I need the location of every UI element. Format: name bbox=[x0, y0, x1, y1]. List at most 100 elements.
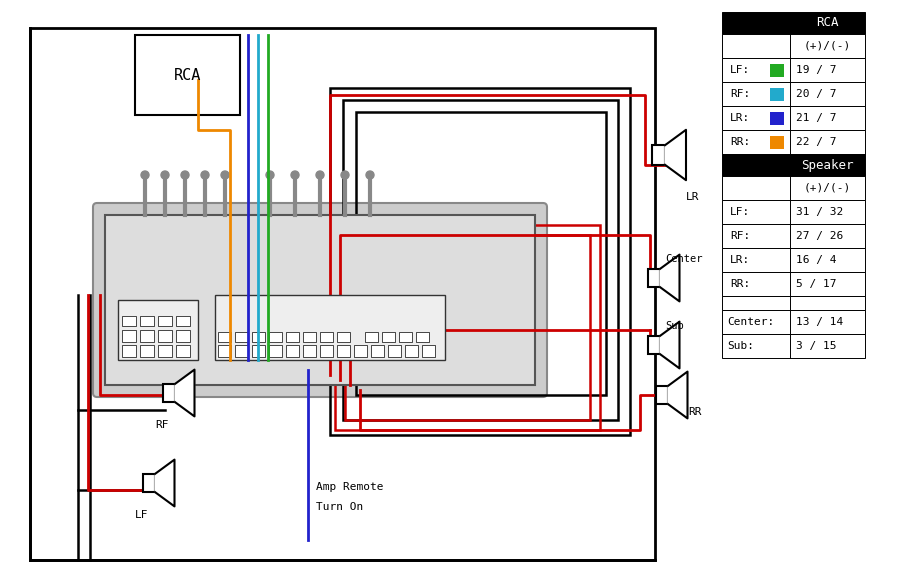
Polygon shape bbox=[660, 322, 680, 369]
Bar bbox=[176, 330, 190, 342]
Text: LF:: LF: bbox=[730, 207, 751, 217]
Bar bbox=[337, 345, 350, 357]
Text: Amp Remote: Amp Remote bbox=[316, 482, 383, 492]
Bar bbox=[382, 332, 395, 342]
Bar bbox=[122, 330, 136, 342]
Circle shape bbox=[201, 171, 209, 179]
Bar bbox=[656, 386, 668, 404]
Bar bbox=[235, 345, 248, 357]
Text: Center: Center bbox=[665, 254, 703, 264]
Bar bbox=[722, 130, 865, 154]
Bar bbox=[337, 332, 350, 342]
Text: LF: LF bbox=[135, 510, 148, 520]
Text: RR:: RR: bbox=[730, 137, 751, 147]
Bar bbox=[388, 345, 401, 357]
Bar bbox=[770, 136, 784, 149]
Text: 31 / 32: 31 / 32 bbox=[796, 207, 843, 217]
Text: (+)/(-): (+)/(-) bbox=[804, 41, 851, 51]
Bar bbox=[365, 332, 378, 342]
Text: 27 / 26: 27 / 26 bbox=[796, 231, 843, 241]
Bar bbox=[422, 345, 435, 357]
Text: LR: LR bbox=[686, 192, 699, 202]
Bar bbox=[722, 34, 865, 58]
Bar bbox=[158, 330, 172, 342]
Circle shape bbox=[291, 171, 299, 179]
Bar bbox=[252, 332, 265, 342]
Bar bbox=[722, 296, 865, 310]
Bar bbox=[345, 235, 590, 420]
Text: Speaker: Speaker bbox=[801, 159, 854, 172]
Bar bbox=[354, 345, 367, 357]
Text: 20 / 7: 20 / 7 bbox=[796, 89, 836, 99]
Bar bbox=[176, 345, 190, 357]
Text: 19 / 7: 19 / 7 bbox=[796, 65, 836, 75]
Bar bbox=[218, 332, 231, 342]
Bar bbox=[335, 225, 600, 430]
Bar bbox=[722, 154, 865, 176]
Bar bbox=[399, 332, 412, 342]
Bar bbox=[722, 58, 865, 82]
Bar bbox=[163, 384, 175, 402]
Bar bbox=[140, 316, 154, 326]
Text: Center:: Center: bbox=[727, 317, 774, 327]
Circle shape bbox=[316, 171, 324, 179]
Bar bbox=[648, 269, 660, 287]
Text: 3 / 15: 3 / 15 bbox=[796, 341, 836, 351]
Bar bbox=[371, 345, 384, 357]
Text: RF:: RF: bbox=[730, 89, 751, 99]
Bar bbox=[140, 330, 154, 342]
Bar bbox=[356, 112, 606, 395]
Text: Sub:: Sub: bbox=[727, 341, 754, 351]
Bar bbox=[252, 345, 265, 357]
Text: Sub: Sub bbox=[665, 321, 684, 331]
Bar bbox=[722, 200, 865, 224]
Bar bbox=[652, 145, 665, 165]
Circle shape bbox=[266, 171, 274, 179]
Circle shape bbox=[221, 171, 229, 179]
Bar bbox=[269, 345, 282, 357]
Circle shape bbox=[181, 171, 189, 179]
Bar bbox=[320, 345, 333, 357]
Bar bbox=[105, 215, 535, 385]
Text: RR:: RR: bbox=[730, 279, 751, 289]
Bar bbox=[405, 345, 418, 357]
Text: 13 / 14: 13 / 14 bbox=[796, 317, 843, 327]
Bar bbox=[722, 176, 865, 200]
Bar bbox=[143, 474, 155, 492]
Bar bbox=[320, 332, 333, 342]
Bar bbox=[770, 88, 784, 101]
Bar bbox=[722, 106, 865, 130]
Circle shape bbox=[341, 171, 349, 179]
Bar bbox=[215, 295, 445, 360]
Text: 5 / 17: 5 / 17 bbox=[796, 279, 836, 289]
Bar bbox=[770, 64, 784, 77]
Bar bbox=[118, 300, 198, 360]
FancyBboxPatch shape bbox=[93, 203, 547, 397]
Bar bbox=[140, 345, 154, 357]
Bar bbox=[722, 310, 865, 334]
Text: LR:: LR: bbox=[730, 113, 751, 123]
Bar bbox=[303, 345, 316, 357]
Polygon shape bbox=[668, 372, 688, 419]
Text: RCA: RCA bbox=[816, 16, 839, 29]
Bar bbox=[30, 28, 655, 560]
Bar bbox=[122, 316, 136, 326]
Text: RF: RF bbox=[155, 420, 168, 430]
Bar bbox=[122, 345, 136, 357]
Polygon shape bbox=[155, 460, 175, 506]
Bar bbox=[235, 332, 248, 342]
Bar bbox=[286, 345, 299, 357]
Polygon shape bbox=[660, 255, 680, 302]
Bar bbox=[158, 316, 172, 326]
Text: Turn On: Turn On bbox=[316, 502, 364, 512]
Bar bbox=[722, 272, 865, 296]
Bar bbox=[722, 12, 865, 34]
Bar bbox=[135, 35, 240, 115]
Bar bbox=[158, 345, 172, 357]
Circle shape bbox=[161, 171, 169, 179]
Text: 21 / 7: 21 / 7 bbox=[796, 113, 836, 123]
Text: RR: RR bbox=[688, 407, 701, 417]
Bar bbox=[770, 112, 784, 125]
Bar bbox=[648, 336, 660, 354]
Text: LF:: LF: bbox=[730, 65, 751, 75]
